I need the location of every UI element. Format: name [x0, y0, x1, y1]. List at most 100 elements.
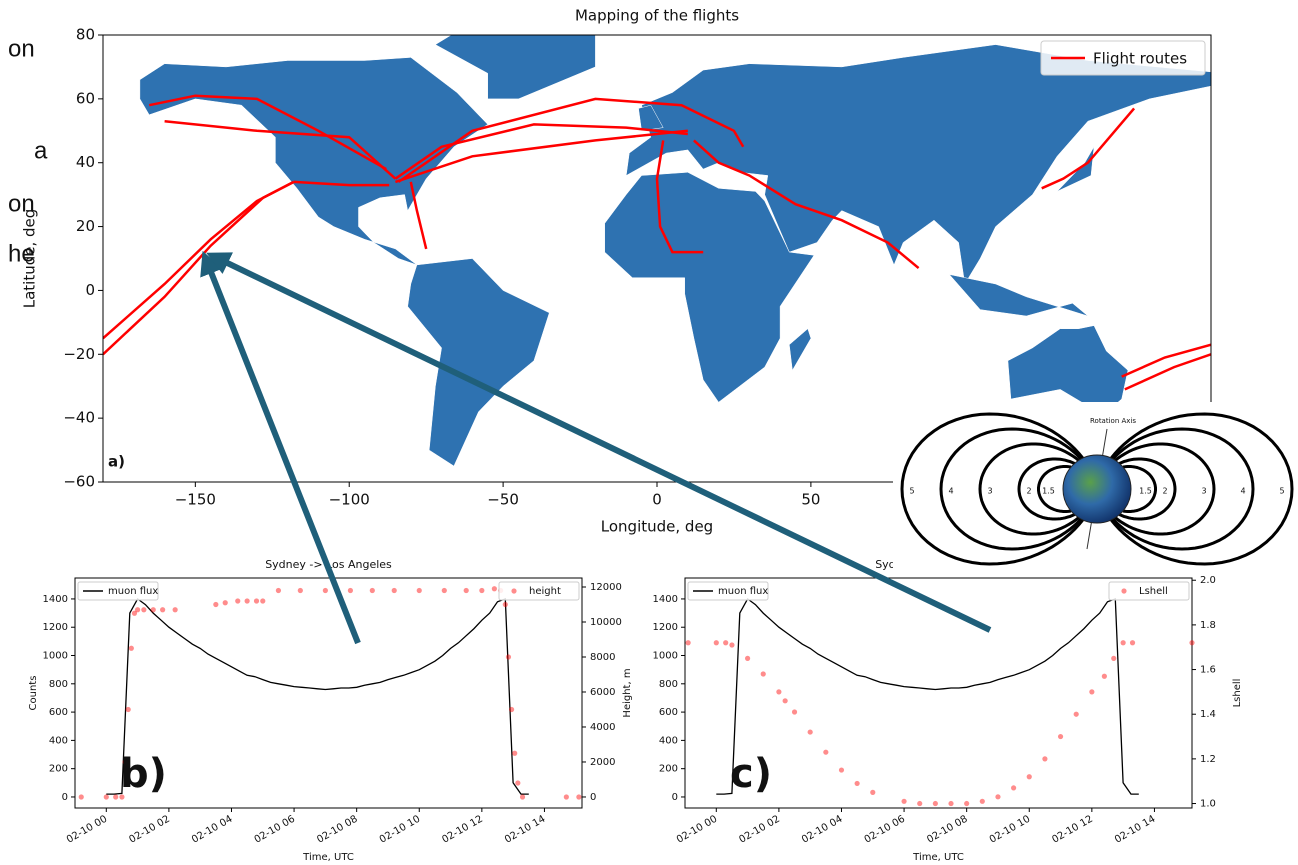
- y2-tick-label: 4000: [590, 722, 615, 733]
- scatter-point: [160, 607, 165, 612]
- scatter-point: [1027, 774, 1032, 779]
- legend-swatch: [511, 588, 516, 593]
- legend-label: Flight routes: [1093, 50, 1187, 68]
- scatter-point: [723, 640, 728, 645]
- y-tick-label: 800: [659, 679, 678, 690]
- x-axis-label: Time, UTC: [912, 852, 964, 863]
- scatter-point: [298, 588, 303, 593]
- scatter-point: [79, 794, 84, 799]
- scatter-point: [520, 794, 525, 799]
- y-axis-label: Counts: [28, 676, 39, 711]
- y2-tick-label: 2000: [590, 757, 615, 768]
- x-tick-label: 02-10 08: [315, 814, 359, 846]
- y2-axis-label: Lshell: [1232, 679, 1243, 708]
- y2-tick-label: 1.8: [1200, 620, 1216, 631]
- scatter-point: [442, 588, 447, 593]
- y-tick-label: 1400: [653, 594, 678, 605]
- l-label: 5: [909, 487, 914, 496]
- scatter-point: [776, 689, 781, 694]
- scatter-point: [512, 751, 517, 756]
- y2-tick-label: 1.6: [1200, 665, 1216, 676]
- scatter-point: [503, 602, 508, 607]
- y2-tick-label: 8000: [590, 652, 615, 663]
- scatter-point: [1111, 656, 1116, 661]
- panel-b: 02-10 0002-10 0202-10 0402-10 0602-10 08…: [28, 558, 633, 863]
- scatter-point: [417, 588, 422, 593]
- figure: onaonhe −150−100−50050−60−40−20020406080…: [0, 0, 1298, 865]
- panel-label: a): [108, 453, 125, 471]
- scatter-point: [933, 801, 938, 806]
- scatter-point: [1074, 712, 1079, 717]
- l-label: 4: [948, 487, 953, 496]
- earth: [1063, 455, 1131, 523]
- y-axis-label: Latitude, deg: [21, 209, 39, 309]
- scatter-point: [870, 790, 875, 795]
- x-tick-label: 02-10 08: [925, 814, 969, 846]
- scatter-point: [223, 600, 228, 605]
- scatter-point: [141, 607, 146, 612]
- lshell-diagram: 554433221.51.5Rotation Axis: [893, 402, 1298, 572]
- x-tick-label: −50: [487, 491, 519, 509]
- y-tick-label: −60: [63, 473, 95, 491]
- y-tick-label: 80: [76, 26, 95, 44]
- scatter-point: [113, 794, 118, 799]
- x-tick-label: 50: [801, 491, 820, 509]
- scatter-point: [126, 707, 131, 712]
- scatter-point: [276, 588, 281, 593]
- scatter-point: [245, 598, 250, 603]
- y-tick-label: 40: [76, 153, 95, 171]
- scatter-point: [714, 640, 719, 645]
- y-tick-label: 1000: [43, 651, 68, 662]
- y-tick-label: 20: [76, 217, 95, 235]
- legend-swatch: [1121, 588, 1126, 593]
- x-axis-label: Longitude, deg: [601, 518, 713, 536]
- y-tick-label: 800: [49, 679, 68, 690]
- scatter-point: [506, 654, 511, 659]
- scatter-point: [761, 671, 766, 676]
- x-tick-label: 02-10 00: [65, 814, 109, 846]
- x-tick-label: −150: [175, 491, 216, 509]
- l-label: 2: [1026, 487, 1031, 496]
- scatter-point: [576, 794, 581, 799]
- scatter-point: [129, 646, 134, 651]
- panel-label: b): [120, 751, 167, 797]
- scatter-point: [839, 767, 844, 772]
- y-tick-label: −40: [63, 409, 95, 427]
- y-tick-label: 1200: [43, 622, 68, 633]
- scatter-point: [151, 607, 156, 612]
- y-tick-label: 1200: [653, 622, 678, 633]
- scatter-point: [464, 588, 469, 593]
- scatter-point: [348, 588, 353, 593]
- x-tick-label: 02-10 12: [440, 814, 484, 846]
- scatter-point: [235, 598, 240, 603]
- scatter-point: [855, 781, 860, 786]
- y-tick-label: 400: [659, 735, 678, 746]
- scatter-point: [104, 794, 109, 799]
- y-tick-label: 1400: [43, 594, 68, 605]
- scatter-point: [564, 794, 569, 799]
- x-tick-label: 02-10 04: [190, 814, 234, 846]
- y2-tick-label: 0: [590, 792, 596, 803]
- rotation-axis-label: Rotation Axis: [1090, 417, 1136, 425]
- x-tick-label: 02-10 12: [1050, 814, 1094, 846]
- scatter-point: [1011, 785, 1016, 790]
- chart-title: Mapping of the flights: [575, 7, 739, 25]
- x-tick-label: 02-10 04: [800, 814, 844, 846]
- y-tick-label: 0: [85, 281, 95, 299]
- scatter-point: [995, 794, 1000, 799]
- scatter-point: [901, 799, 906, 804]
- scatter-point: [1102, 674, 1107, 679]
- scatter-point: [254, 598, 259, 603]
- scatter-point: [686, 640, 691, 645]
- scatter-point: [479, 588, 484, 593]
- y2-tick-label: 1.4: [1200, 709, 1216, 720]
- scatter-point: [213, 602, 218, 607]
- scatter-point: [792, 709, 797, 714]
- y-tick-label: 200: [659, 764, 678, 775]
- scatter-point: [492, 586, 497, 591]
- x-tick-label: 02-10 14: [503, 814, 547, 846]
- l-label: 1.5: [1139, 487, 1152, 496]
- scatter-point: [515, 780, 520, 785]
- x-tick-label: 02-10 00: [675, 814, 719, 846]
